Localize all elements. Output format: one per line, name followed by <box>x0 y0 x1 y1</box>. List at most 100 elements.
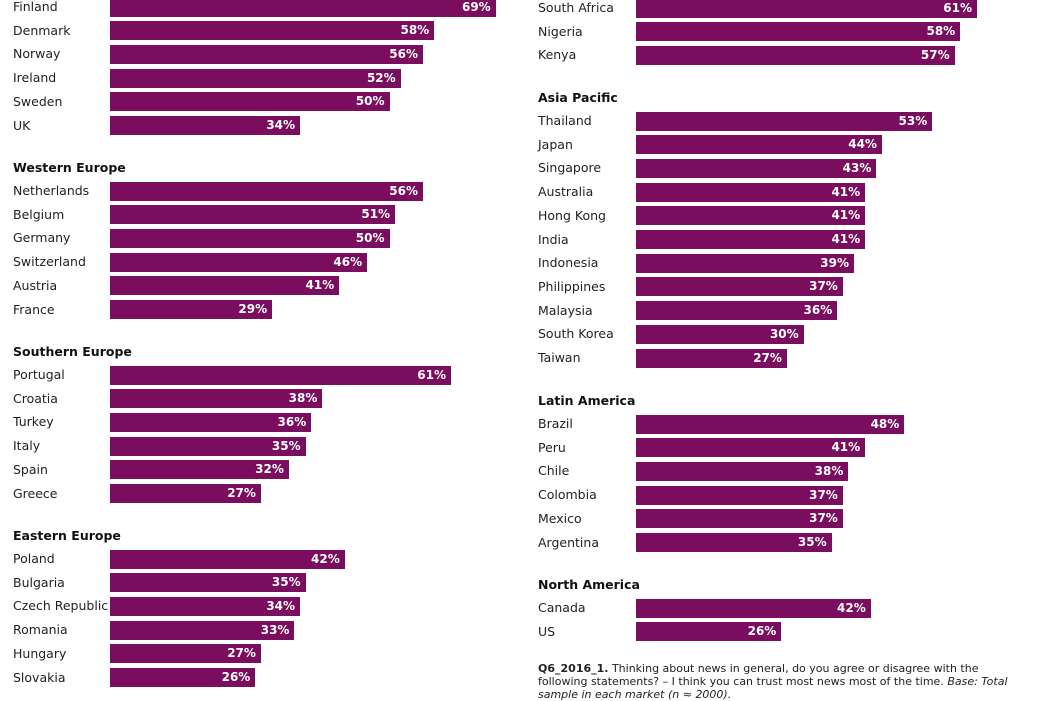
value-label: 34% <box>266 598 296 613</box>
value-label: 41% <box>305 278 335 293</box>
value-label: 32% <box>255 462 284 477</box>
bar <box>636 622 782 642</box>
value-label: 56% <box>389 183 419 198</box>
value-label: 26% <box>747 624 777 639</box>
value-label: 38% <box>288 391 318 406</box>
value-label: 52% <box>366 70 396 85</box>
category-label: Malaysia <box>538 302 593 318</box>
category-label: Turkey <box>13 414 54 430</box>
category-label: South Korea <box>538 326 614 342</box>
value-label: 46% <box>333 254 363 269</box>
value-label: 27% <box>227 486 256 500</box>
bar <box>636 182 866 202</box>
value-label: 26% <box>221 670 251 684</box>
value-label: 42% <box>837 600 866 615</box>
category-label: Bulgaria <box>13 574 65 590</box>
group-title: North America <box>538 577 640 592</box>
bar <box>636 438 866 458</box>
category-label: Peru <box>538 439 566 455</box>
value-label: 53% <box>898 113 928 128</box>
category-label: Mexico <box>538 510 582 526</box>
bar <box>110 436 306 456</box>
bar <box>110 573 306 593</box>
category-label: Romania <box>13 622 68 638</box>
group-title: Western Europe <box>13 160 126 175</box>
bar <box>636 509 843 529</box>
bar <box>110 620 295 640</box>
category-label: Czech Republic <box>13 598 109 614</box>
category-label: Ireland <box>13 70 57 86</box>
bar <box>636 533 832 552</box>
group-title: Southern Europe <box>13 344 132 359</box>
bar <box>636 206 866 226</box>
category-label: Austria <box>13 277 58 293</box>
value-label: 58% <box>400 23 430 38</box>
footnote-code: Q6_2016_1. <box>538 662 609 675</box>
bar <box>110 596 301 616</box>
bar <box>110 644 261 664</box>
value-label: 37% <box>809 511 838 526</box>
footnote-base-text: Total sample in each market (n ≈ 2000). <box>538 675 1008 701</box>
category-label: Spain <box>13 461 48 477</box>
category-label: Belgium <box>13 206 65 222</box>
bar <box>636 324 804 344</box>
bar <box>110 252 368 272</box>
bar <box>110 205 396 225</box>
value-label: 35% <box>271 575 301 590</box>
bar <box>110 549 345 569</box>
bar <box>110 44 424 64</box>
category-label: Slovakia <box>13 669 66 685</box>
category-label: Indonesia <box>538 255 599 271</box>
category-label: Taiwan <box>538 350 581 365</box>
bar <box>110 460 289 480</box>
bar <box>110 68 401 88</box>
bar <box>110 484 261 503</box>
category-label: Kenya <box>538 47 577 63</box>
bar <box>110 92 390 112</box>
bar <box>110 365 451 385</box>
category-label: Norway <box>13 46 61 62</box>
category-label: South Africa <box>538 0 614 15</box>
bar <box>110 412 312 432</box>
category-label: Hungary <box>13 645 67 661</box>
bar <box>636 158 877 178</box>
bar <box>636 485 843 505</box>
bar <box>636 0 977 18</box>
value-label: 34% <box>266 118 296 132</box>
value-label: 27% <box>227 646 256 661</box>
value-label: 27% <box>753 350 782 365</box>
bar <box>636 253 854 273</box>
value-label: 41% <box>831 440 861 455</box>
bar <box>110 300 273 319</box>
category-label: Nigeria <box>538 23 583 39</box>
value-label: 48% <box>870 416 900 431</box>
value-label: 50% <box>355 230 385 245</box>
value-label: 37% <box>809 279 838 294</box>
category-label: Denmark <box>13 22 71 38</box>
value-label: 41% <box>831 232 861 246</box>
value-label: 29% <box>238 302 268 316</box>
bar <box>110 21 435 41</box>
category-label: Netherlands <box>13 183 90 198</box>
value-label: 61% <box>417 367 446 382</box>
category-label: Finland <box>13 0 58 14</box>
value-label: 39% <box>820 255 849 270</box>
category-label: Thailand <box>538 113 592 128</box>
category-label: Switzerland <box>13 254 86 270</box>
value-label: 36% <box>277 414 307 429</box>
category-label: Portugal <box>13 367 65 382</box>
bar <box>636 111 933 131</box>
value-label: 50% <box>355 94 385 109</box>
category-label: Australia <box>538 184 594 200</box>
value-label: 51% <box>361 207 391 222</box>
bar <box>110 0 496 17</box>
value-label: 33% <box>260 622 290 637</box>
bar <box>110 668 256 687</box>
value-label: 61% <box>943 0 972 15</box>
category-label: UK <box>13 117 31 133</box>
value-label: 42% <box>311 551 340 566</box>
category-label: Hong Kong <box>538 207 606 223</box>
value-label: 38% <box>814 463 844 478</box>
category-label: Greece <box>13 485 58 501</box>
bar <box>636 230 866 249</box>
